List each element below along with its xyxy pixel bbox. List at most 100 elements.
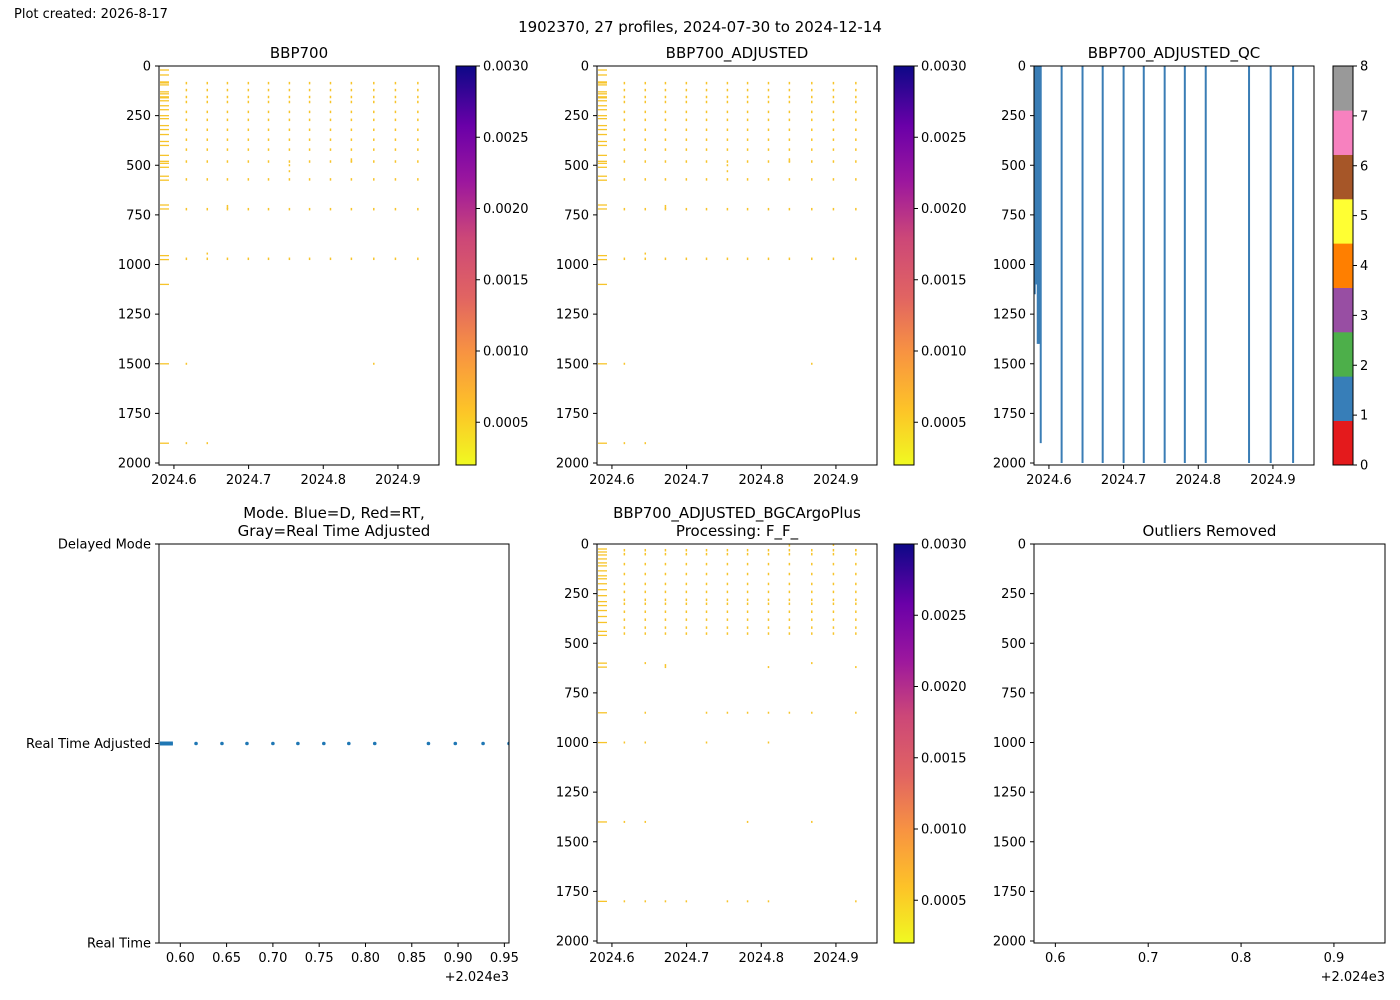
data-mark bbox=[623, 582, 626, 586]
data-mark bbox=[855, 598, 857, 602]
data-mark bbox=[373, 160, 375, 163]
data-mark bbox=[811, 618, 813, 621]
data-mark bbox=[623, 598, 626, 602]
data-mark bbox=[598, 118, 607, 120]
data-mark bbox=[788, 138, 791, 141]
data-mark bbox=[598, 109, 607, 111]
data-mark bbox=[788, 632, 791, 635]
data-mark bbox=[623, 442, 626, 445]
data-mark bbox=[788, 257, 791, 261]
data-mark bbox=[644, 632, 647, 635]
data-mark bbox=[226, 204, 229, 207]
y-tick-label: 250 bbox=[564, 109, 589, 124]
data-mark bbox=[685, 160, 688, 163]
data-mark bbox=[832, 582, 835, 586]
colorbar-tick-label: 1 bbox=[1360, 409, 1368, 424]
data-mark bbox=[726, 148, 729, 151]
data-mark bbox=[267, 88, 270, 92]
colorbar-tick-label: 0.0020 bbox=[921, 202, 967, 217]
data-mark bbox=[726, 81, 729, 85]
data-mark bbox=[185, 362, 188, 365]
data-mark bbox=[788, 178, 791, 181]
data-mark bbox=[598, 208, 607, 210]
data-mark bbox=[329, 100, 332, 104]
panel-title: BBP700_ADJUSTED bbox=[666, 44, 809, 63]
data-mark bbox=[394, 81, 397, 85]
data-mark bbox=[373, 118, 375, 122]
data-mark bbox=[705, 598, 708, 602]
data-layer bbox=[598, 544, 857, 903]
data-mark bbox=[350, 100, 353, 104]
data-mark bbox=[417, 138, 419, 141]
data-mark bbox=[373, 178, 375, 181]
data-mark bbox=[267, 110, 270, 114]
y-tick-label: 1000 bbox=[993, 736, 1026, 751]
data-mark bbox=[247, 88, 250, 92]
data-mark bbox=[394, 110, 397, 114]
data-mark bbox=[350, 207, 353, 211]
data-mark bbox=[247, 160, 250, 163]
data-mark bbox=[832, 632, 835, 635]
data-mark bbox=[598, 600, 607, 603]
x-tick-label: 2024.6 bbox=[589, 951, 635, 966]
data-mark bbox=[726, 160, 729, 163]
data-mark bbox=[226, 207, 229, 211]
data-mark bbox=[664, 552, 667, 556]
data-mark bbox=[644, 110, 647, 114]
data-mark bbox=[644, 442, 647, 445]
data-mark bbox=[644, 118, 647, 122]
data-mark bbox=[247, 81, 250, 85]
data-mark bbox=[247, 118, 250, 122]
data-mark bbox=[746, 602, 749, 606]
data-mark bbox=[598, 821, 607, 823]
data-mark bbox=[598, 140, 607, 143]
data-mark bbox=[685, 95, 688, 99]
data-mark bbox=[811, 626, 813, 629]
x-tick-label: 2024.8 bbox=[739, 951, 785, 966]
mode-point bbox=[245, 741, 249, 746]
data-mark bbox=[160, 162, 169, 164]
data-mark bbox=[855, 128, 857, 132]
data-mark bbox=[788, 598, 791, 602]
data-mark bbox=[226, 206, 229, 209]
data-mark bbox=[746, 160, 749, 163]
data-mark bbox=[788, 552, 791, 556]
data-mark bbox=[664, 590, 667, 594]
data-mark bbox=[206, 252, 209, 255]
y-tick-label: 0 bbox=[581, 538, 589, 553]
data-mark bbox=[788, 118, 791, 122]
data-mark bbox=[811, 632, 813, 635]
data-mark bbox=[705, 626, 708, 629]
y-tick-label: 1750 bbox=[556, 407, 589, 422]
data-mark bbox=[811, 711, 813, 714]
data-mark bbox=[623, 100, 626, 104]
data-mark bbox=[308, 81, 311, 85]
data-mark bbox=[288, 170, 291, 173]
data-mark bbox=[373, 207, 375, 211]
data-mark bbox=[855, 88, 857, 92]
data-mark bbox=[685, 618, 688, 621]
data-mark bbox=[267, 128, 270, 132]
data-mark bbox=[726, 610, 729, 613]
y-tick-label: 1750 bbox=[556, 885, 589, 900]
colorbar-tick-label: 0.0015 bbox=[921, 273, 967, 288]
data-mark bbox=[832, 548, 835, 552]
x-tick-label: 2024.7 bbox=[226, 473, 272, 488]
mode-point bbox=[347, 741, 351, 746]
colorbar-frame bbox=[893, 543, 915, 944]
data-mark bbox=[394, 128, 397, 132]
data-mark bbox=[726, 170, 729, 173]
data-mark bbox=[767, 160, 770, 163]
data-mark bbox=[705, 95, 708, 99]
y-tick-label: 500 bbox=[1001, 637, 1026, 652]
data-mark bbox=[598, 133, 607, 136]
data-mark bbox=[394, 100, 397, 104]
y-tick-label: 1250 bbox=[993, 308, 1026, 323]
data-mark bbox=[705, 81, 708, 85]
data-mark bbox=[705, 552, 708, 556]
data-mark bbox=[788, 548, 791, 552]
data-mark bbox=[685, 632, 688, 635]
data-mark bbox=[160, 105, 169, 107]
data-mark bbox=[394, 118, 397, 122]
